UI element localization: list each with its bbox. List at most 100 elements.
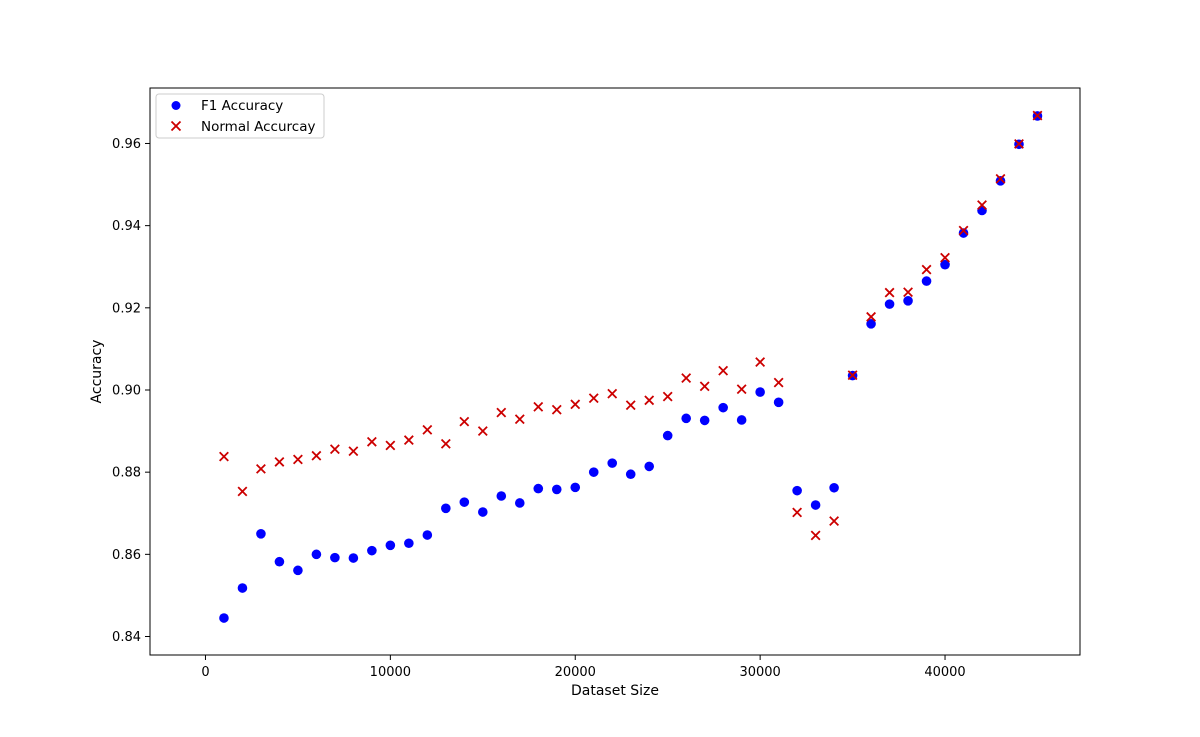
normal-accuracy-point (644, 395, 655, 406)
f1-accuracy-point (662, 430, 673, 441)
f1-accuracy-point (921, 276, 932, 286)
normal-accuracy-point (884, 287, 895, 298)
normal-accuracy-point (940, 252, 950, 263)
f1-accuracy-point (644, 461, 655, 472)
normal-accuracy-point (496, 407, 507, 418)
f1-accuracy-point (478, 507, 488, 517)
f1-accuracy-point (348, 553, 359, 563)
f1-accuracy-point (792, 485, 802, 496)
f1-accuracy-point (422, 530, 433, 540)
normal-accuracy-point (958, 225, 969, 236)
f1-accuracy-point (866, 319, 876, 329)
f1-accuracy-point (958, 228, 969, 238)
f1-accuracy-point (736, 415, 747, 425)
f1-accuracy-point (884, 299, 895, 309)
f1-accuracy-point (274, 556, 285, 567)
normal-accuracy-point (755, 357, 766, 367)
y-tick-label: 0.94 (112, 219, 141, 234)
normal-accuracy-point (366, 436, 377, 447)
normal-accuracy-point (995, 173, 1006, 184)
normal-accuracy-point (255, 463, 266, 474)
f1-accuracy-point (311, 549, 322, 560)
f1-accuracy-point (367, 545, 377, 556)
normal-accuracy-point (662, 391, 673, 402)
normal-accuracy-point (477, 426, 488, 437)
f1-accuracy-point (330, 552, 340, 563)
normal-accuracy-point (440, 438, 451, 449)
f1-accuracy-point (237, 583, 248, 593)
f1-accuracy-point (219, 613, 229, 623)
normal-accuracy-point (829, 516, 840, 526)
data-points (219, 110, 1043, 623)
y-tick-label: 0.84 (112, 630, 141, 645)
x-tick-label: 40000 (924, 665, 965, 680)
normal-accuracy-point (570, 399, 581, 410)
normal-accuracy-point (551, 404, 562, 415)
legend-marker-f1 (171, 101, 181, 110)
x-axis: 0 10000 20000 30000 40000 (201, 655, 966, 680)
normal-accuracy-point (903, 287, 913, 298)
f1-accuracy-point (625, 469, 636, 480)
f1-accuracy-point (995, 176, 1006, 186)
normal-accuracy-point (329, 444, 340, 455)
normal-accuracy-point (1032, 110, 1043, 121)
normal-accuracy-point (422, 424, 433, 435)
y-tick-label: 0.90 (112, 383, 141, 398)
normal-accuracy-point (699, 381, 710, 392)
normal-accuracy-point (921, 264, 932, 275)
f1-accuracy-point (699, 415, 710, 426)
f1-accuracy-point (940, 259, 950, 270)
legend-label-normal: Normal Accurcay (201, 119, 315, 135)
x-tick-label: 10000 (370, 665, 411, 680)
normal-accuracy-point (792, 507, 803, 518)
normal-accuracy-point (237, 486, 248, 497)
normal-accuracy-point (385, 440, 396, 451)
legend-label-f1: F1 Accuracy (201, 98, 283, 114)
f1-accuracy-point (718, 402, 728, 413)
normal-accuracy-point (348, 446, 359, 457)
f1-accuracy-point (404, 538, 414, 549)
normal-accuracy-point (810, 530, 821, 541)
normal-accuracy-point (274, 456, 285, 467)
y-tick-label: 0.96 (112, 137, 141, 152)
f1-accuracy-point (256, 528, 266, 539)
f1-accuracy-point (829, 482, 839, 493)
f1-accuracy-point (607, 458, 618, 468)
legend-box (155, 93, 325, 139)
normal-accuracy-point (311, 450, 322, 461)
normal-accuracy-point (292, 454, 303, 465)
y-tick-label: 0.92 (112, 301, 141, 316)
x-tick-label: 20000 (555, 665, 596, 680)
x-axis-title: Dataset Size (571, 683, 659, 699)
f1-accuracy-point (551, 484, 562, 495)
normal-accuracy-point (977, 200, 987, 211)
f1-accuracy-point (514, 498, 525, 508)
f1-accuracy-point (588, 467, 599, 477)
x-tick-label: 30000 (739, 665, 780, 680)
f1-accuracy-point (810, 500, 821, 510)
f1-accuracy-point (459, 497, 470, 507)
y-axis-title: Accuracy (89, 340, 105, 404)
f1-accuracy-point (681, 413, 691, 424)
f1-accuracy-point (385, 540, 396, 551)
f1-accuracy-point (570, 482, 581, 493)
y-axis: 0.84 0.86 0.88 0.90 0.92 0.94 0.96 (112, 137, 150, 645)
normal-accuracy-point (718, 365, 729, 376)
normal-accuracy-point (625, 400, 636, 411)
normal-accuracy-point (681, 373, 692, 384)
normal-accuracy-point (847, 370, 858, 381)
normal-accuracy-point (588, 393, 599, 404)
normal-accuracy-point (736, 384, 747, 395)
y-tick-label: 0.86 (112, 548, 141, 563)
y-tick-label: 0.88 (112, 466, 141, 481)
f1-accuracy-point (903, 296, 913, 306)
f1-accuracy-point (773, 397, 784, 408)
f1-accuracy-point (533, 483, 544, 494)
f1-accuracy-point (977, 205, 987, 216)
legend: F1 Accuracy Normal Accurcay (155, 93, 325, 139)
normal-accuracy-point (459, 416, 470, 427)
f1-accuracy-point (293, 565, 303, 576)
legend-marker-normal (170, 120, 182, 132)
normal-accuracy-point (219, 451, 229, 462)
